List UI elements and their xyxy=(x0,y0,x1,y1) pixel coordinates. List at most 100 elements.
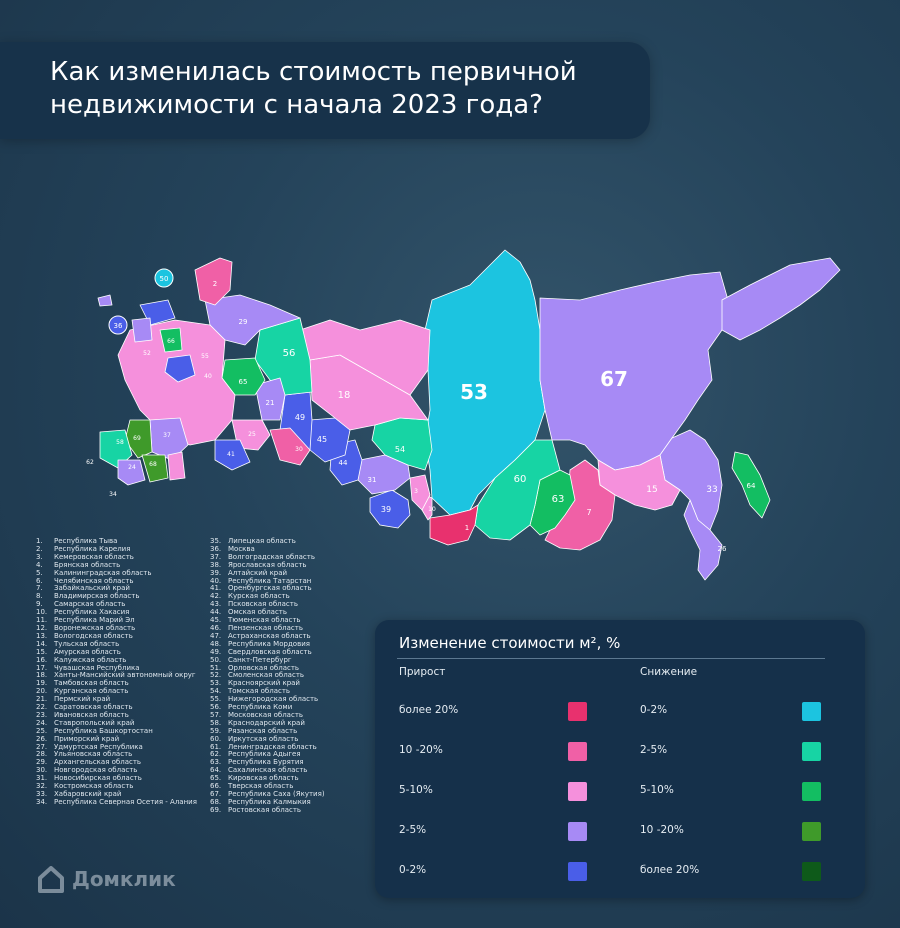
region-list-item: 57. Московская область xyxy=(210,710,304,719)
region-list-item: 59. Рязанская область xyxy=(210,726,298,735)
label-37: 37 xyxy=(163,432,171,439)
legend-decline-swatch xyxy=(802,782,821,801)
region-list-item: 10. Республика Хакасия xyxy=(36,608,130,617)
region-list-item: 33. Хабаровский край xyxy=(36,790,122,798)
region-50-marker xyxy=(154,268,174,288)
region-list-item: 50. Санкт-Петербург xyxy=(210,655,292,664)
region-list-item: 16. Калужская область xyxy=(36,655,127,664)
legend-growth-swatch xyxy=(568,742,587,761)
region-list-item: 53. Красноярский край xyxy=(210,679,300,688)
region-3 xyxy=(409,474,431,511)
legend-growth-swatch xyxy=(568,822,587,841)
legend-title: Изменение стоимости м², % xyxy=(399,634,621,652)
label-45: 45 xyxy=(317,435,327,444)
region-67 xyxy=(539,271,729,471)
region-26 xyxy=(683,499,723,581)
region-list-item: 37. Волгоградская область xyxy=(210,552,315,561)
label-44: 44 xyxy=(339,459,348,467)
label-25: 25 xyxy=(248,431,256,438)
region-list-item: 35. Липецкая область xyxy=(210,537,296,545)
label-64: 64 xyxy=(747,482,756,490)
region-list-item: 56. Республика Коми xyxy=(210,703,293,712)
region-list-item: 49. Свердловская область xyxy=(210,647,312,656)
legend-decline-label: 10 -20% xyxy=(640,824,684,836)
region-list-item: 38. Ярославская область xyxy=(210,560,307,569)
page-title: Как изменилась стоимость первичной недви… xyxy=(50,57,577,120)
region-64 xyxy=(731,451,771,519)
region-list-item: 29. Архангельская область xyxy=(36,758,142,767)
region-list-item: 34. Республика Северная Осетия - Алания xyxy=(36,797,197,806)
label-60: 60 xyxy=(514,474,527,485)
label-2: 2 xyxy=(213,280,217,288)
region-list-item: 46. Пензенская область xyxy=(210,623,303,632)
label-41: 41 xyxy=(227,451,235,458)
region-66 xyxy=(159,327,183,353)
legend: Изменение стоимости м², % Прирост Снижен… xyxy=(375,620,865,898)
region-list-item: 48. Республика Мордовия xyxy=(210,639,310,648)
label-67: 67 xyxy=(600,367,628,391)
label-68: 68 xyxy=(149,461,157,468)
region-43 xyxy=(131,317,153,343)
label-10: 10 xyxy=(428,506,436,513)
region-list-item: 69. Ростовская область xyxy=(210,805,302,814)
region-21 xyxy=(254,377,286,421)
label-63: 63 xyxy=(552,494,565,505)
region-list-item: 32. Костромская область xyxy=(36,782,134,791)
region-list-item: 11. Республика Марий Эл xyxy=(36,616,135,625)
brand-logo: Домклик xyxy=(36,864,176,894)
legend-decline-swatch xyxy=(802,822,821,841)
region-30 xyxy=(269,427,311,466)
region-list-item: 58. Краснодарский край xyxy=(210,718,305,727)
label-50: 50 xyxy=(160,275,169,283)
legend-divider xyxy=(397,658,825,659)
region-list-item: 27. Удмуртская Республика xyxy=(36,742,143,751)
legend-growth-label: 5-10% xyxy=(399,784,433,796)
region-list-item: 60. Иркутская область xyxy=(210,734,299,743)
region-list-item: 62. Республика Адыгея xyxy=(210,750,301,759)
label-52: 52 xyxy=(143,350,151,357)
label-56: 56 xyxy=(283,348,296,359)
region-list-item: 23. Ивановская область xyxy=(36,710,129,719)
region-list-item: 52. Смоленская область xyxy=(210,671,305,680)
region-list-item: 36. Москва xyxy=(210,544,255,553)
region-39 xyxy=(369,489,411,529)
title-box: Как изменилась стоимость первичной недви… xyxy=(0,42,650,139)
region-list-item: 55. Нижегородская область xyxy=(210,695,319,704)
region-list-item: 2. Республика Карелия xyxy=(36,544,131,553)
region-list-item: 25. Республика Башкортостан xyxy=(36,726,153,735)
region-list-item: 22. Саратовская область xyxy=(36,703,133,712)
region-list-item: 5. Калининградская область xyxy=(36,568,152,577)
region-list-item: 26. Приморский край xyxy=(36,734,120,743)
label-3: 3 xyxy=(414,488,418,495)
legend-decline-heading: Снижение xyxy=(640,666,698,678)
region-list-item: 40. Республика Татарстан xyxy=(210,576,312,585)
label-53: 53 xyxy=(460,380,488,404)
region-list-item: 13. Вологодская область xyxy=(36,631,133,640)
legend-growth-heading: Прирост xyxy=(399,666,446,678)
label-62: 62 xyxy=(86,459,94,466)
region-list-left: 1. Республика Тыва 2. Республика Карелия 3. К… xyxy=(36,537,197,807)
legend-decline-swatch xyxy=(802,862,821,881)
region-central xyxy=(117,319,236,446)
label-29: 29 xyxy=(239,318,248,326)
region-list-item: 44. Омская область xyxy=(210,608,288,617)
region-list-item: 18. Ханты-Мансийский автономный округ xyxy=(36,671,196,680)
region-list-item: 28. Ульяновская область xyxy=(36,750,133,759)
label-36: 36 xyxy=(114,322,123,330)
legend-growth-label: 0-2% xyxy=(399,864,427,876)
label-18: 18 xyxy=(338,390,351,401)
brand-name: Домклик xyxy=(72,867,176,891)
region-list-item: 9. Самарская область xyxy=(36,600,126,609)
region-list-item: 42. Курская область xyxy=(210,592,290,601)
region-list-item: 41. Оренбургская область xyxy=(210,584,312,593)
label-55: 55 xyxy=(201,353,209,360)
label-33: 33 xyxy=(706,485,717,495)
region-list-item: 8. Владимирская область xyxy=(36,592,140,601)
region-list-item: 20. Курганская область xyxy=(36,687,129,696)
legend-growth-label: более 20% xyxy=(399,704,459,716)
label-65: 65 xyxy=(239,378,248,386)
legend-growth-swatch xyxy=(568,702,587,721)
region-list-item: 17. Чувашская Республика xyxy=(36,663,140,672)
region-1 xyxy=(429,504,479,546)
